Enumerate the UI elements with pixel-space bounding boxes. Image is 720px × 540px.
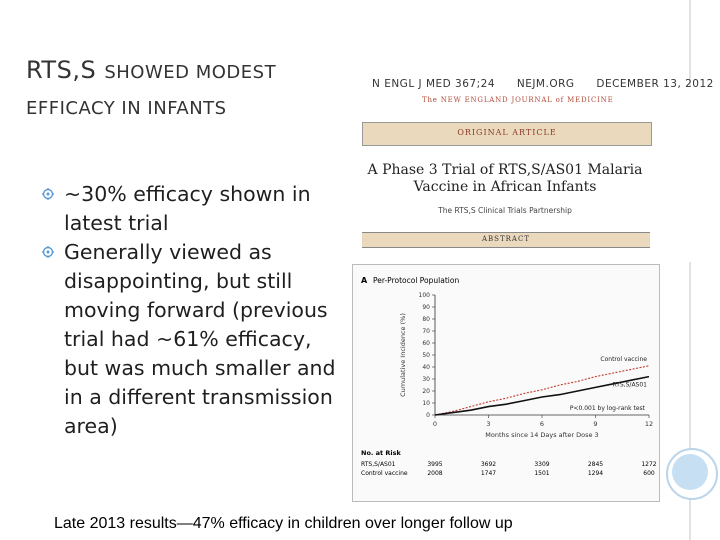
article-title: A Phase 3 Trial of RTS,S/AS01 Malaria Va… — [367, 162, 643, 195]
slide-title-rest: SHOWED MODEST — [104, 62, 277, 83]
slide-title-line1: RTS,S SHOWED MODEST — [26, 56, 276, 84]
decorative-rule-bottom — [689, 262, 691, 540]
y-tick-label: 10 — [422, 400, 430, 407]
at-risk-value: 1747 — [481, 470, 496, 477]
journal-ref: N ENGL J MED 367;24 — [372, 78, 495, 90]
at-risk-value: 1294 — [588, 470, 603, 477]
series-label: RTS,S/AS01 — [613, 382, 648, 389]
chart-annotation: P<0.001 by log-rank test — [570, 405, 646, 412]
incidence-chart: A Per-Protocol Population0102030405060708… — [361, 276, 657, 477]
bullet-text: ~30% efficacy shown in latest trial — [64, 182, 311, 235]
abstract-label: ABSTRACT — [481, 235, 530, 243]
at-risk-label: No. at Risk — [361, 449, 401, 457]
at-risk-value: 600 — [643, 470, 655, 477]
series-label: Control vaccine — [600, 356, 647, 363]
y-tick-label: 90 — [422, 304, 430, 311]
x-tick-label: 3 — [486, 420, 490, 428]
at-risk-row-name: Control vaccine — [361, 470, 408, 477]
slide-title-line2: EFFICACY IN INFANTS — [26, 98, 227, 119]
article-authors: The RTS,S Clinical Trials Partnership — [438, 206, 572, 215]
at-risk-row-name: RTS,S/AS01 — [361, 461, 396, 468]
y-tick-label: 0 — [426, 412, 430, 419]
x-tick-label: 0 — [433, 420, 437, 428]
incidence-figure: A Per-Protocol Population 0 10 20 30 40 50 60 70 8… — [352, 264, 660, 502]
journal-header: N ENGL J MED 367;24 NEJM.ORG DECEMBER 13… — [372, 78, 720, 90]
journal-name: The NEW ENGLAND JOURNAL of MEDICINE — [422, 96, 614, 104]
journal-site: NEJM.ORG — [516, 78, 575, 90]
at-risk-value: 3995 — [427, 461, 442, 468]
x-axis-label: Months since 14 Days after Dose 3 — [485, 431, 598, 439]
y-tick-label: 100 — [419, 292, 431, 299]
y-tick-label: 30 — [422, 376, 430, 383]
chart-panel-label: A — [361, 276, 368, 285]
section-banner: ORIGINAL ARTICLE — [362, 122, 652, 146]
y-tick-label: 70 — [422, 328, 430, 335]
chart-title: Per-Protocol Population — [373, 276, 459, 285]
journal-date: DECEMBER 13, 2012 — [596, 78, 714, 90]
y-tick-label: 40 — [422, 364, 430, 371]
slide-caption: Late 2013 results—47% efficacy in childr… — [54, 515, 513, 532]
x-tick-label: 12 — [645, 420, 653, 428]
bullet-list: ~30% efficacy shown in latest trial Gene… — [42, 180, 342, 441]
bullet-text: Generally viewed as disappointing, but s… — [64, 240, 336, 438]
y-axis-label: Cumulative Incidence (%) — [399, 313, 407, 397]
series-line-vaccine — [434, 375, 650, 416]
x-tick-label: 6 — [540, 420, 544, 428]
decorative-rule-top — [689, 0, 691, 86]
gear-bullet-icon — [42, 188, 54, 200]
decorative-circle-inner — [672, 454, 708, 490]
series-line-control — [434, 365, 650, 416]
article-clipping: N ENGL J MED 367;24 NEJM.ORG DECEMBER 13… — [352, 60, 713, 502]
at-risk-value: 3309 — [534, 461, 549, 468]
at-risk-value: 3692 — [481, 461, 496, 468]
x-tick-label: 9 — [593, 420, 597, 428]
section-label: ORIGINAL ARTICLE — [457, 128, 557, 137]
y-tick-label: 80 — [422, 316, 430, 323]
at-risk-value: 1272 — [641, 461, 656, 468]
slide-title-first: RTS,S — [26, 56, 97, 84]
at-risk-value: 2845 — [588, 461, 603, 468]
at-risk-value: 2008 — [427, 470, 442, 477]
y-tick-label: 60 — [422, 340, 430, 347]
y-tick-label: 50 — [422, 352, 430, 359]
bullet-item: ~30% efficacy shown in latest trial — [42, 180, 342, 238]
gear-bullet-icon — [42, 246, 54, 258]
abstract-banner: ABSTRACT — [362, 232, 650, 248]
at-risk-value: 1501 — [534, 470, 549, 477]
y-tick-label: 20 — [422, 388, 430, 395]
bullet-item: Generally viewed as disappointing, but s… — [42, 238, 342, 441]
